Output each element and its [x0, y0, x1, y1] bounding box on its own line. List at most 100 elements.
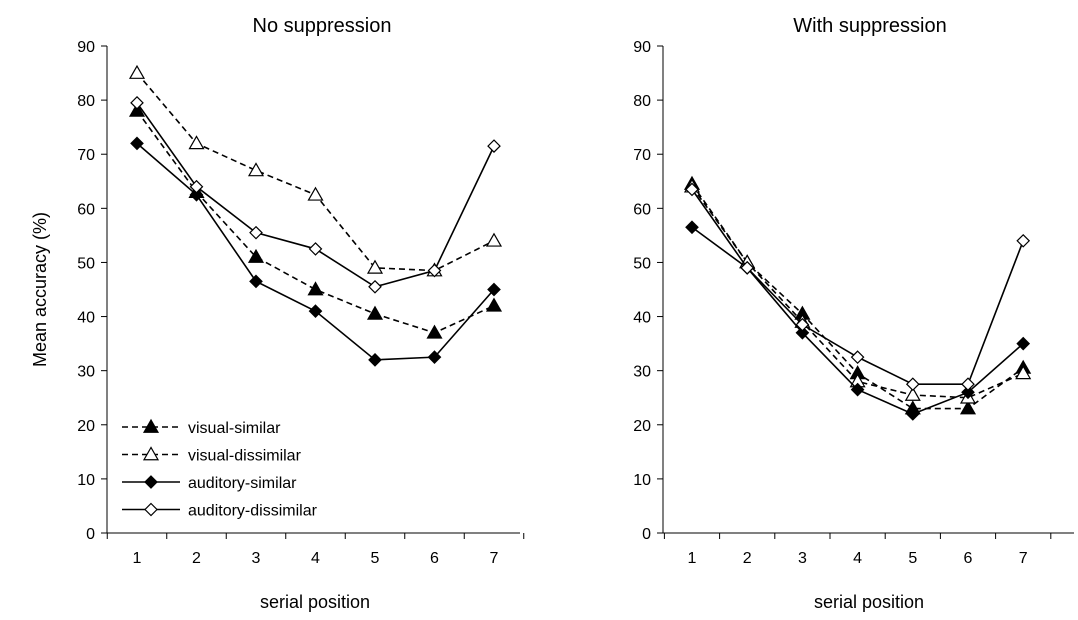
- data-point-1-6: [426, 324, 443, 339]
- data-point-4-5: [368, 279, 382, 294]
- data-point-2-5: [904, 386, 921, 401]
- data-point-3-2: [189, 187, 204, 202]
- chart-2-title: With suppression: [793, 15, 946, 37]
- x-tick-label: 7: [490, 550, 499, 567]
- data-point-2-3: [247, 162, 265, 177]
- x-tick-label: 6: [430, 550, 439, 567]
- data-point-3-5: [368, 352, 382, 367]
- y-tick-label: 30: [77, 364, 95, 381]
- data-point-3-4: [850, 382, 865, 397]
- data-point-3-1: [685, 220, 699, 235]
- data-point-4-3: [249, 225, 263, 240]
- data-point-4-3: [795, 317, 810, 332]
- data-point-3-7: [487, 282, 501, 297]
- x-tick-label: 4: [311, 550, 320, 567]
- data-point-2-7: [1015, 365, 1032, 380]
- legend-marker-3: [144, 475, 158, 489]
- data-point-4-7: [487, 139, 501, 153]
- x-tick-label: 2: [192, 550, 201, 567]
- data-point-2-5: [366, 259, 384, 274]
- data-point-1-7: [485, 297, 503, 312]
- x-tick-label: 3: [798, 550, 807, 567]
- chart-1-series-4: [130, 95, 501, 294]
- y-tick-label: 70: [77, 147, 95, 164]
- data-point-3-4: [308, 304, 323, 318]
- data-point-4-5: [905, 377, 920, 392]
- y-tick-label: 60: [633, 201, 651, 218]
- data-point-1-4: [307, 281, 324, 296]
- y-tick-label: 0: [642, 526, 651, 543]
- y-tick-label: 20: [77, 418, 95, 435]
- data-point-3-7: [1016, 336, 1031, 351]
- x-tick-label: 2: [743, 550, 752, 567]
- chart-1-series-3: [130, 136, 501, 367]
- data-point-1-6: [959, 400, 977, 415]
- y-tick-label: 20: [633, 418, 651, 435]
- x-tick-label: 5: [371, 550, 380, 567]
- x-tick-label: 1: [688, 550, 697, 567]
- chart-1-series-1: [128, 102, 503, 339]
- legend-label-3: auditory-similar: [188, 475, 297, 492]
- x-tick-label: 7: [1019, 550, 1028, 567]
- data-point-4-1: [685, 182, 699, 197]
- y-tick-label: 50: [77, 255, 95, 272]
- y-tick-label: 50: [633, 255, 651, 272]
- y-tick-label: 10: [633, 472, 651, 489]
- y-tick-label: 40: [77, 310, 95, 327]
- data-point-4-6: [427, 263, 442, 278]
- data-point-4-2: [740, 261, 755, 275]
- data-point-2-7: [485, 232, 503, 247]
- data-point-4-4: [308, 242, 323, 256]
- x-tick-label: 5: [908, 550, 917, 567]
- y-tick-label: 30: [633, 364, 651, 381]
- chart-1-y-axis-title: Mean accuracy (%): [30, 212, 50, 367]
- y-tick-label: 40: [633, 310, 651, 327]
- y-tick-label: 80: [77, 93, 95, 110]
- data-point-3-6: [961, 385, 975, 400]
- series-line-1: [136, 110, 495, 334]
- data-point-2-2: [188, 135, 205, 150]
- data-point-1-3: [247, 248, 265, 263]
- legend-marker-1: [142, 418, 160, 433]
- data-point-4-6: [961, 377, 975, 392]
- data-point-4-7: [1016, 233, 1031, 248]
- chart-1-x-axis-title: serial position: [260, 592, 370, 612]
- series-line-2: [136, 72, 495, 272]
- x-tick-label: 6: [964, 550, 973, 567]
- chart-2-series-4: [685, 182, 1031, 392]
- chart-2-series-3: [685, 220, 1031, 421]
- chart-2-x-axis-title: serial position: [814, 592, 924, 612]
- data-point-2-1: [128, 64, 146, 79]
- data-point-2-4: [307, 186, 324, 201]
- data-point-3-5: [905, 407, 920, 421]
- data-point-4-1: [130, 95, 144, 110]
- legend-marker-2: [142, 446, 160, 461]
- data-point-1-5: [366, 305, 384, 320]
- chart-1-title: No suppression: [253, 15, 392, 37]
- legend: visual-similar visual-dissimilar auditory-…: [122, 418, 318, 520]
- chart-1: 0 10 20 30 40 50 60 70 80 90 1 2 3 4 5 6 7 No suppression…: [30, 15, 525, 612]
- x-tick-label: 4: [853, 550, 862, 567]
- legend-label-4: auditory-dissimilar: [188, 503, 318, 520]
- data-point-4-2: [189, 179, 204, 194]
- y-tick-label: 0: [86, 526, 95, 543]
- y-tick-label: 10: [77, 472, 95, 489]
- y-tick-label: 70: [633, 147, 651, 164]
- data-point-3-3: [795, 325, 810, 340]
- data-point-3-3: [249, 274, 263, 289]
- y-tick-label: 90: [633, 39, 651, 56]
- data-point-4-4: [850, 350, 865, 364]
- x-tick-label: 3: [252, 550, 261, 567]
- legend-marker-4: [144, 502, 158, 517]
- data-point-1-1: [128, 102, 146, 117]
- y-tick-label: 80: [633, 93, 651, 110]
- legend-label-2: visual-dissimilar: [188, 448, 302, 465]
- y-tick-label: 90: [77, 39, 95, 56]
- x-tick-label: 1: [133, 550, 142, 567]
- chart-2: 0 10 20 30 40 50 60 70 80 90 1 2 3 4 5 6 7 With suppressi…: [633, 15, 1074, 612]
- y-tick-label: 60: [77, 201, 95, 218]
- data-point-3-1: [130, 136, 144, 151]
- legend-label-1: visual-similar: [188, 420, 281, 437]
